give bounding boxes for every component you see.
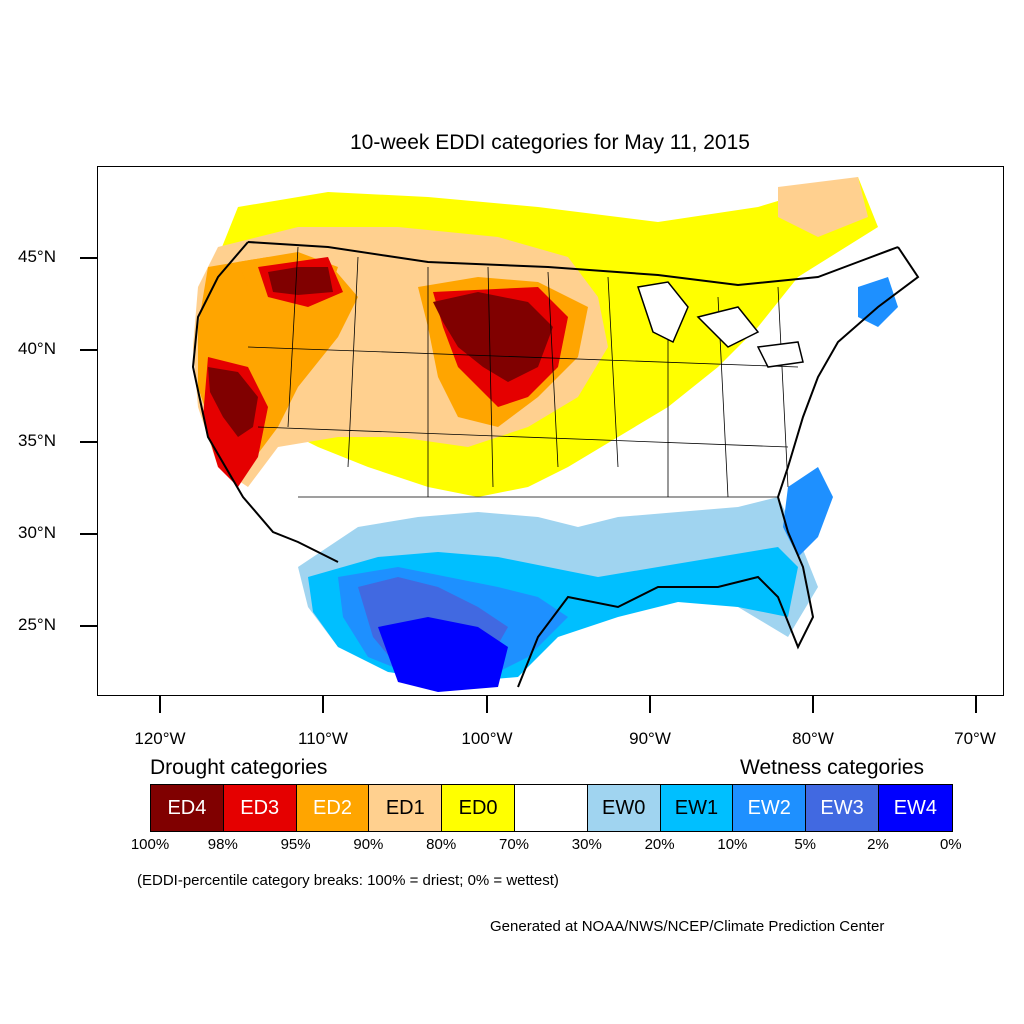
legend-box-neutral	[514, 785, 588, 831]
ed4-region-plains	[433, 292, 553, 382]
drought-heading: Drought categories	[150, 756, 328, 779]
percentile-break-label: 95%	[280, 836, 311, 853]
lon-tick	[486, 696, 488, 713]
lat-label: 25°N	[18, 615, 56, 634]
percentile-break-label: 2%	[867, 836, 889, 853]
credit-text: Generated at NOAA/NWS/NCEP/Climate Predi…	[490, 918, 885, 935]
lat-label: 30°N	[18, 523, 56, 542]
great-lakes	[637, 281, 804, 368]
lon-label: 110°W	[298, 729, 348, 748]
percentile-break-label: 30%	[571, 836, 602, 853]
eddi-map	[191, 177, 920, 692]
wetness-heading: Wetness categories	[740, 756, 925, 779]
percentile-break-label: 100%	[130, 836, 170, 853]
legend-box-ed4: ED4	[151, 785, 224, 831]
lat-tick	[80, 257, 97, 259]
lat-label: 45°N	[18, 247, 56, 266]
legend-box-ed2: ED2	[296, 785, 370, 831]
lon-tick	[812, 696, 814, 713]
percentile-break-label: 80%	[426, 836, 457, 853]
lon-label: 90°W	[629, 729, 671, 748]
legend-box-ew3: EW3	[806, 785, 879, 831]
percentile-break-label: 70%	[498, 836, 530, 853]
lon-tick	[159, 696, 161, 713]
ed1-region-ne	[778, 177, 868, 237]
lat-tick	[80, 625, 97, 627]
lat-label: 40°N	[18, 339, 56, 358]
legend-box-ed3: ED3	[223, 785, 297, 831]
percentile-break-label: 98%	[207, 836, 238, 853]
map-title: 10-week EDDI categories for May 11, 2015	[350, 131, 750, 154]
legend-box-ew1: EW1	[660, 785, 734, 831]
lon-label: 70°W	[954, 729, 996, 748]
legend-note: (EDDI-percentile category breaks: 100% =…	[137, 872, 559, 889]
percentile-break-label: 0%	[939, 836, 962, 853]
percentile-break-label: 90%	[353, 836, 384, 853]
map-panel	[97, 166, 1004, 696]
lon-label: 80°W	[792, 729, 834, 748]
percentile-break-label: 5%	[794, 836, 817, 853]
lon-tick	[649, 696, 651, 713]
legend-box-ew4: EW4	[878, 785, 952, 831]
ew4-region	[378, 617, 508, 692]
lon-label: 100°W	[461, 729, 513, 748]
lat-label: 35°N	[18, 431, 56, 450]
legend-box-ed0: ED0	[442, 785, 515, 831]
lon-tick	[975, 696, 977, 713]
ew-se-coast	[783, 467, 833, 557]
lat-tick	[80, 441, 97, 443]
lon-tick	[322, 696, 324, 713]
legend-box-ew2: EW2	[733, 785, 807, 831]
lat-tick	[80, 349, 97, 351]
ed4-region-west	[208, 367, 258, 437]
percentile-break-label: 10%	[717, 836, 748, 853]
state-lines	[247, 246, 799, 498]
lat-tick	[80, 533, 97, 535]
ed4-region-nw	[268, 267, 333, 295]
category-legend: ED4 ED3 ED2 ED1 ED0 EW0 EW1 EW2 EW3 EW4	[150, 784, 953, 832]
percentile-break-label: 20%	[644, 836, 675, 853]
legend-box-ew0: EW0	[587, 785, 661, 831]
legend-box-ed1: ED1	[369, 785, 443, 831]
lon-label: 120°W	[134, 729, 186, 748]
us-outline	[191, 241, 920, 688]
